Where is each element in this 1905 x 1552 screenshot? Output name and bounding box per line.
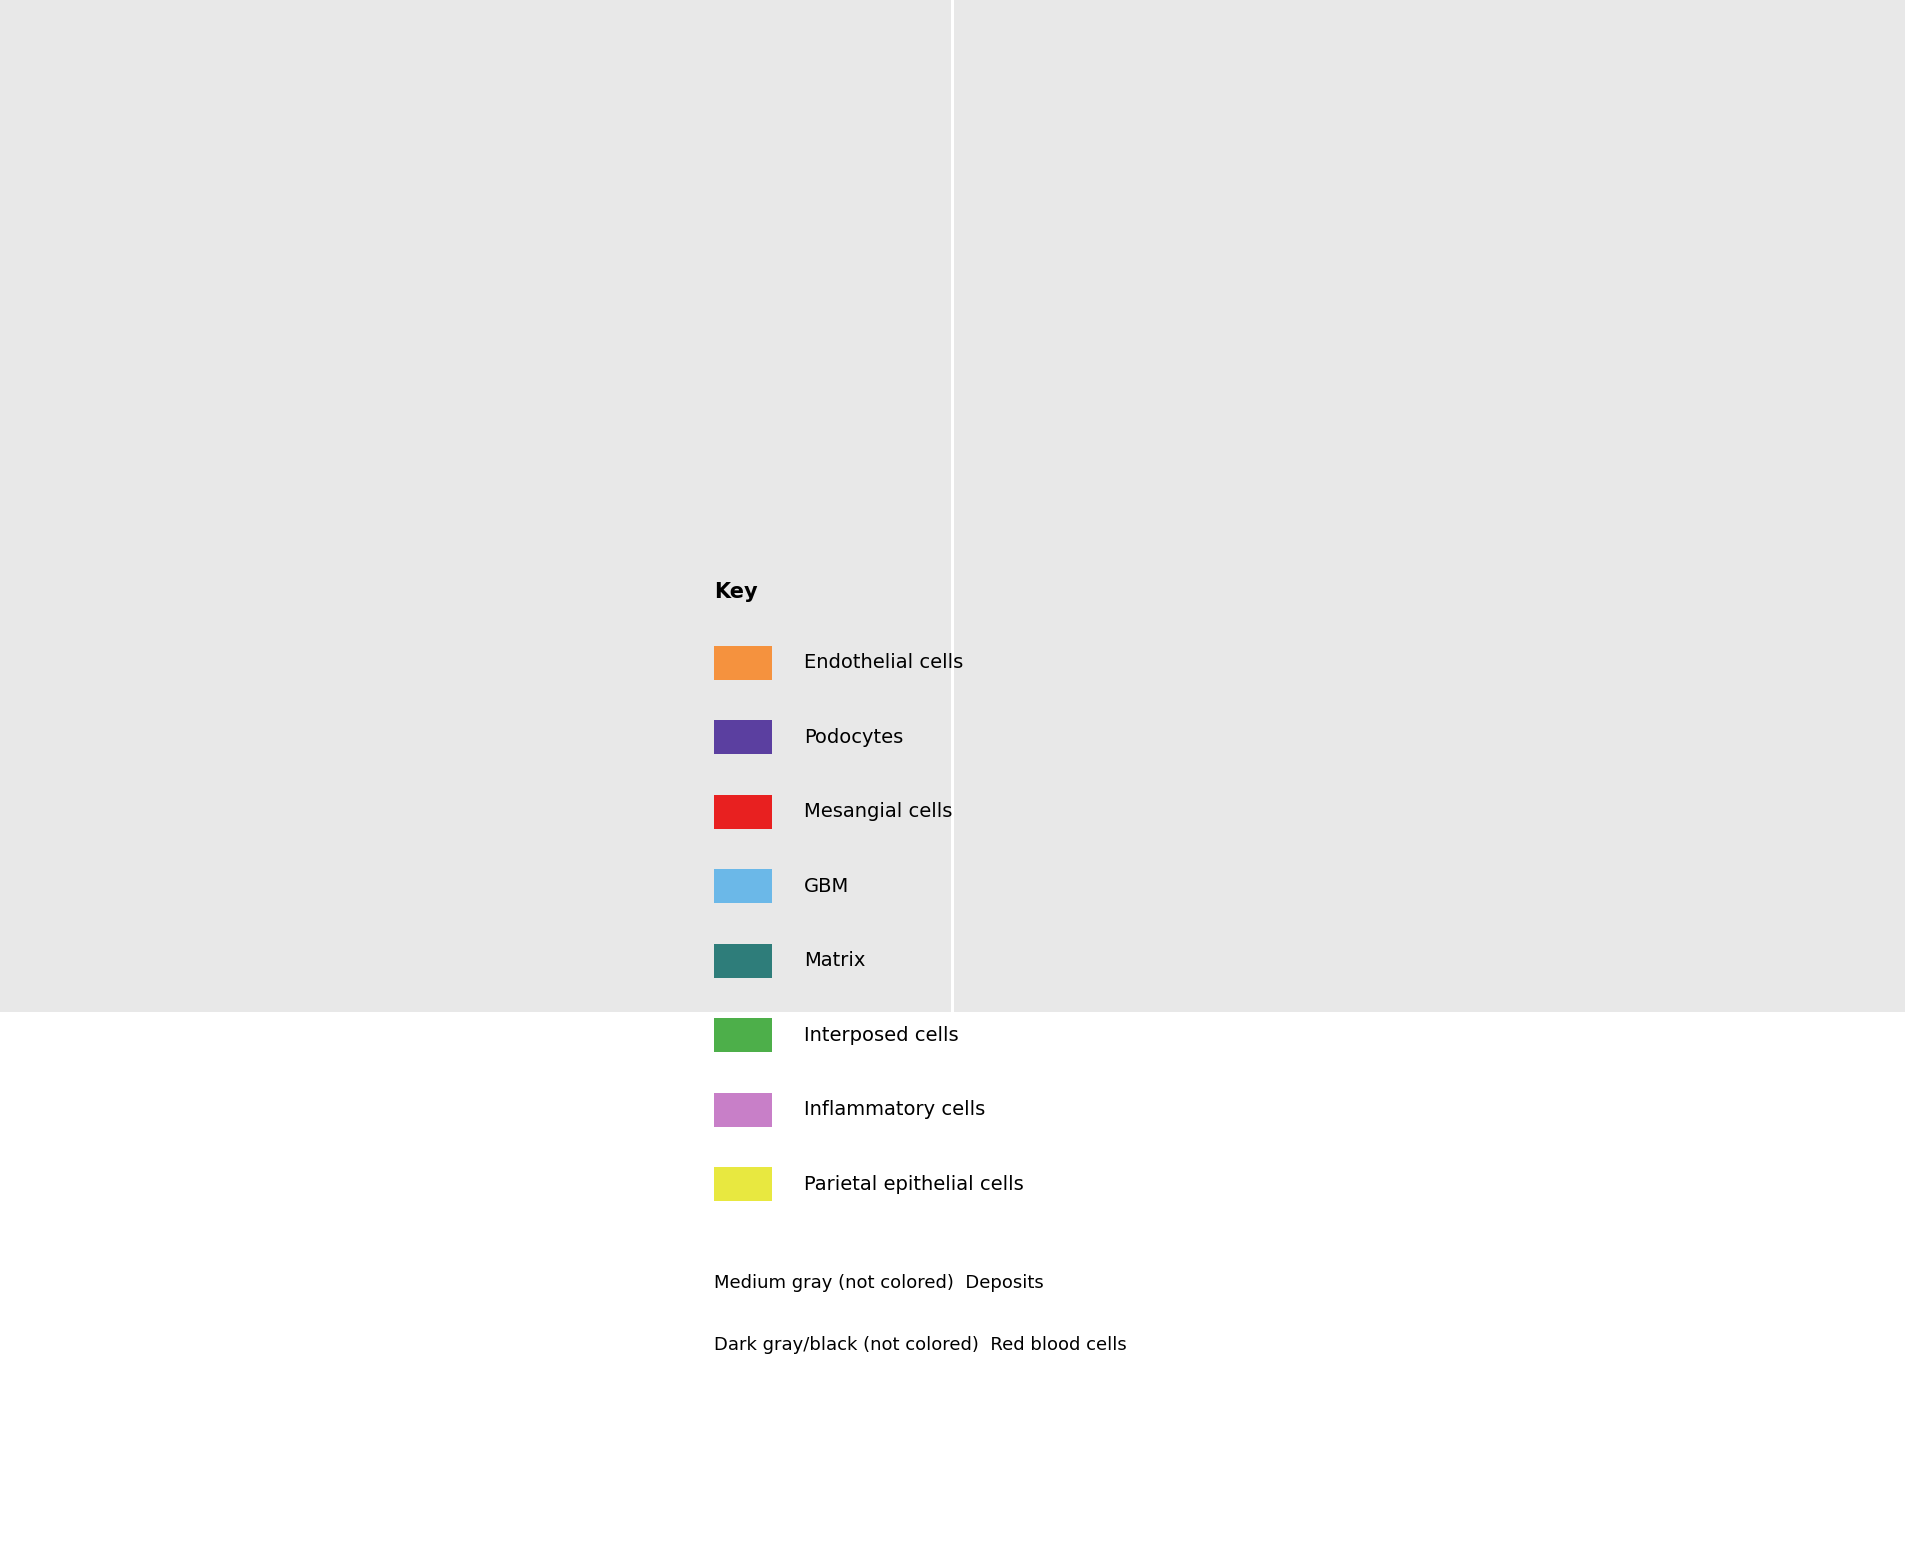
Text: Medium gray (not colored)  Deposits: Medium gray (not colored) Deposits (714, 1274, 1044, 1293)
Text: Dark gray/black (not colored)  Red blood cells: Dark gray/black (not colored) Red blood … (714, 1336, 1128, 1355)
Text: Interposed cells: Interposed cells (804, 1026, 958, 1044)
Text: Matrix: Matrix (804, 951, 865, 970)
Text: Inflammatory cells: Inflammatory cells (804, 1100, 985, 1119)
Text: Key: Key (714, 582, 758, 602)
Text: Parietal epithelial cells: Parietal epithelial cells (804, 1175, 1023, 1193)
Text: Endothelial cells: Endothelial cells (804, 653, 964, 672)
Text: Mesangial cells: Mesangial cells (804, 802, 952, 821)
Text: Podocytes: Podocytes (804, 728, 903, 747)
Text: GBM: GBM (804, 877, 850, 896)
